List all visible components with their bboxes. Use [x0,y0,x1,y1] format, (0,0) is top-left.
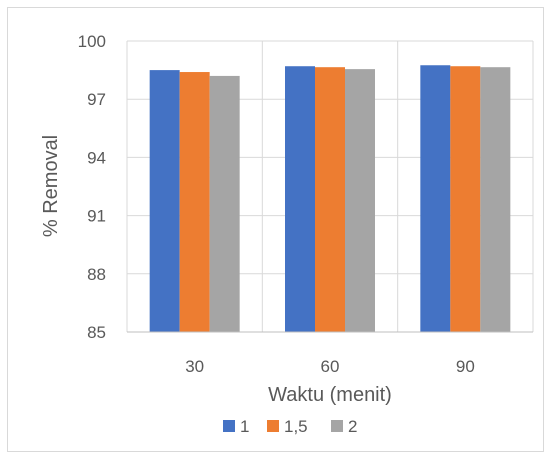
bar-30-series-2 [209,75,240,333]
y-tick-label: 100 [78,32,106,51]
y-tick-labels: 85 88 91 94 97 100 [78,32,106,342]
x-tick-label: 90 [456,357,475,376]
bar-90-series-1-5 [450,66,481,332]
x-tick-label: 60 [321,357,340,376]
legend-label: 1 [240,417,249,436]
y-tick-label: 88 [87,265,106,284]
y-tick-label: 85 [87,323,106,342]
x-tick-labels: 30 60 90 [185,357,475,376]
legend-label: 1,5 [284,417,308,436]
bar-30-series-1 [149,70,180,332]
y-axis-title: % Removal [40,135,62,237]
legend-swatch [223,420,235,432]
bar-60-series-1 [285,66,315,332]
legend-label: 2 [348,417,357,436]
y-tick-label: 94 [87,148,106,167]
legend-swatch [331,420,343,432]
bar-30-series-1-5 [179,72,210,332]
bar-60-series-1-5 [315,67,345,332]
x-axis-title: Waktu (menit) [268,384,392,406]
y-tick-label: 91 [87,207,106,226]
bar-90-series-2 [480,67,511,332]
bar-90-series-1 [420,65,451,332]
bars [149,65,511,333]
x-tick-label: 30 [185,357,204,376]
y-tick-label: 97 [87,90,106,109]
bar-60-series-2 [345,69,375,332]
legend-swatch [267,420,279,432]
legend: 1 1,5 2 [223,417,357,436]
